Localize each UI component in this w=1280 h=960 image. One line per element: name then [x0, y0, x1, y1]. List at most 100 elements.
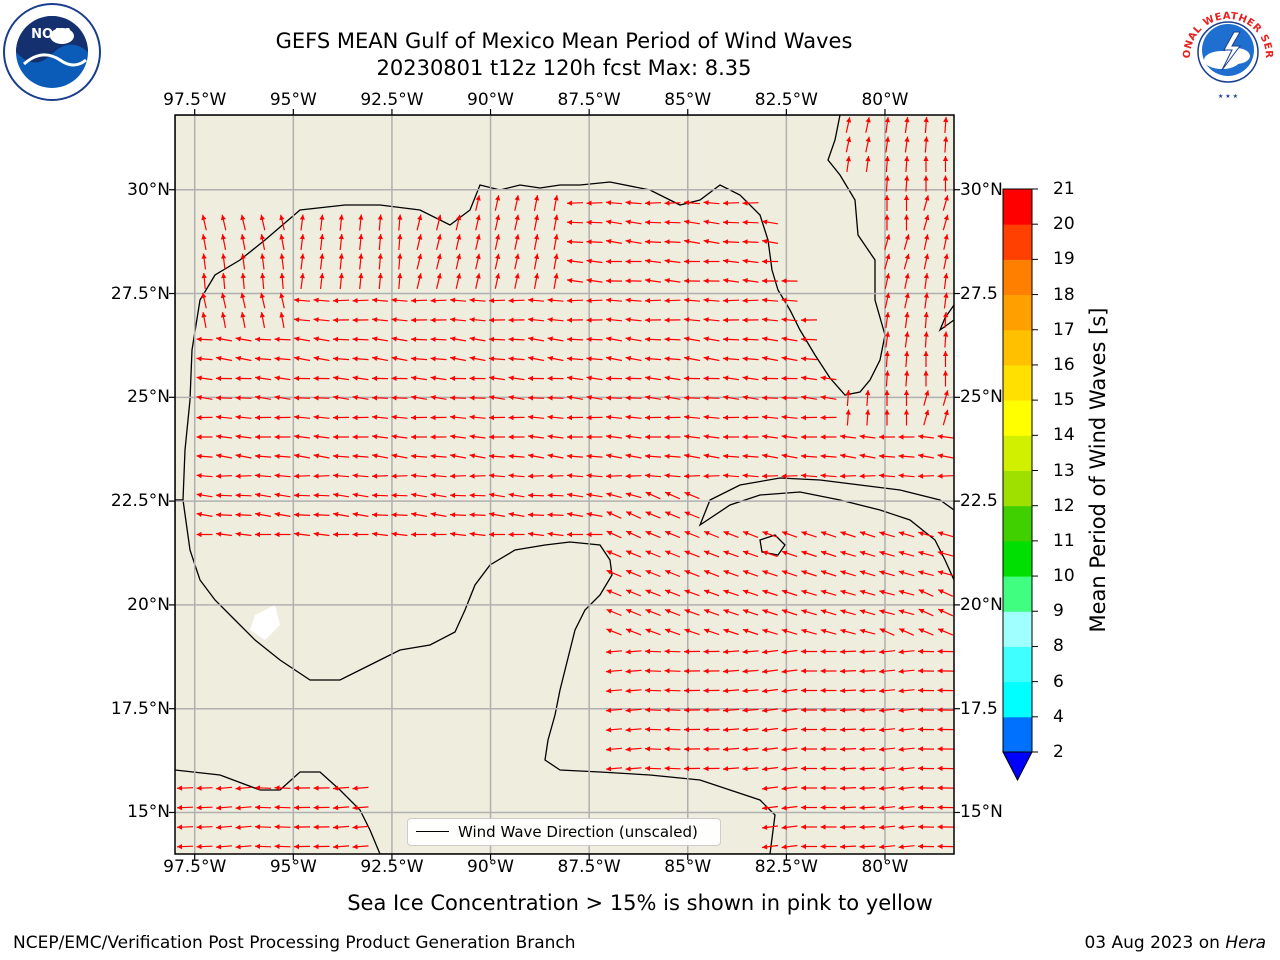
- wind-wave-arrow-head: [859, 453, 866, 459]
- wind-wave-arrow-head: [430, 298, 436, 304]
- wind-wave-arrow-head: [904, 312, 910, 318]
- wind-wave-arrow-head: [430, 336, 436, 342]
- wind-wave-arrow-head: [781, 824, 787, 830]
- wind-wave-arrow-head: [820, 824, 826, 830]
- wind-wave-arrow-head: [645, 746, 651, 752]
- wind-wave-arrow-head: [201, 292, 207, 299]
- wind-wave-arrow-head: [923, 136, 929, 142]
- wind-wave-arrow-head: [235, 824, 241, 830]
- wind-wave-arrow-head: [411, 531, 416, 538]
- wind-wave-arrow-head: [937, 550, 944, 556]
- wind-wave-arrow-head: [684, 550, 691, 556]
- wind-wave-arrow-head: [840, 668, 846, 674]
- wind-wave-arrow-head: [684, 219, 690, 225]
- wind-wave-arrow-head: [358, 253, 364, 259]
- wind-wave-arrow-head: [781, 628, 788, 634]
- wind-wave-arrow-head: [299, 253, 305, 259]
- wind-wave-arrow-head: [534, 214, 540, 221]
- wind-wave-arrow-head: [879, 707, 885, 713]
- wind-wave-arrow-head: [840, 805, 846, 811]
- wind-wave-arrow-head: [372, 375, 377, 381]
- wind-wave-arrow-head: [781, 336, 787, 342]
- wind-wave-arrow-head: [417, 234, 423, 240]
- wind-wave-arrow-head: [904, 234, 910, 240]
- wind-wave-arrow-head: [762, 297, 768, 303]
- wind-wave-arrow-head: [904, 273, 910, 279]
- wind-wave-arrow-head: [216, 824, 222, 830]
- wind-wave-arrow-head: [294, 297, 300, 303]
- wind-wave-arrow-head: [294, 375, 299, 381]
- wind-wave-arrow-head: [937, 804, 943, 810]
- wind-wave-arrow-head: [762, 550, 768, 556]
- wind-wave-arrow-head: [704, 550, 710, 556]
- wind-wave-arrow-head: [801, 785, 806, 791]
- wind-wave-arrow-head: [781, 375, 787, 381]
- wind-wave-arrow-head: [762, 375, 767, 381]
- wind-wave-arrow-head: [547, 375, 553, 381]
- wind-wave-arrow-head: [255, 804, 261, 810]
- wind-wave-arrow-head: [372, 512, 378, 518]
- wind-wave-arrow-head: [918, 746, 923, 752]
- wind-wave-arrow-head: [859, 688, 865, 694]
- colorbar-tick-label: 8: [1053, 636, 1064, 657]
- wind-wave-arrow-head: [846, 117, 852, 123]
- wind-wave-arrow-head: [255, 434, 260, 440]
- wind-wave-arrow-head: [859, 570, 866, 576]
- wind-wave-arrow-head: [903, 214, 910, 220]
- wind-wave-arrow-head: [723, 473, 729, 479]
- wind-wave-arrow-head: [528, 355, 534, 361]
- wind-wave-arrow-head: [865, 156, 871, 162]
- wind-wave-arrow-head: [918, 804, 923, 810]
- bottom-lon-label: 80°W: [861, 857, 909, 877]
- wind-wave-arrow-head: [430, 317, 436, 323]
- wind-wave-arrow-head: [547, 317, 553, 323]
- wind-wave-arrow-head: [553, 214, 559, 221]
- wind-wave-arrow-head: [333, 453, 339, 459]
- wind-wave-arrow-head: [742, 336, 748, 342]
- wind-wave-arrow-head: [333, 356, 339, 362]
- wind-wave-arrow-head: [528, 414, 534, 420]
- wind-wave-arrow-head: [723, 707, 729, 713]
- wind-wave-arrow-head: [923, 351, 929, 356]
- wind-wave-arrow-head: [859, 785, 865, 791]
- wind-wave-arrow-head: [781, 668, 787, 674]
- wind-wave-arrow-head: [865, 136, 871, 143]
- wind-wave-arrow-head: [469, 355, 476, 361]
- wind-wave-arrow-head: [196, 805, 202, 811]
- wind-wave-arrow-head: [845, 390, 851, 396]
- wind-wave-arrow-head: [495, 253, 501, 260]
- wind-wave-arrow-head: [743, 531, 749, 536]
- wind-wave-arrow-head: [528, 453, 534, 459]
- wind-wave-arrow-head: [742, 317, 748, 323]
- wind-wave-arrow-head: [762, 453, 768, 459]
- wind-wave-arrow-head: [742, 746, 748, 752]
- wind-wave-arrow-head: [742, 727, 748, 733]
- wind-wave-arrow-head: [943, 253, 949, 260]
- wind-wave-arrow-head: [820, 609, 827, 615]
- wind-wave-arrow-head: [489, 473, 495, 479]
- wind-wave-arrow-head: [606, 589, 613, 595]
- wind-wave-arrows: [176, 116, 954, 850]
- wind-wave-arrow-head: [859, 609, 866, 615]
- wind-wave-arrow-head: [372, 355, 378, 361]
- wind-wave-arrow-head: [645, 511, 652, 517]
- wind-wave-arrow-head: [606, 278, 611, 284]
- wind-wave-arrow-head: [898, 824, 904, 830]
- wind-wave-arrow-head: [801, 843, 806, 850]
- wind-wave-arrow-head: [684, 766, 689, 772]
- wind-wave-arrow-head: [645, 707, 651, 713]
- wind-wave-arrow-head: [885, 234, 891, 240]
- wind-wave-arrow-head: [625, 258, 631, 265]
- wind-wave-arrow-head: [942, 156, 949, 161]
- wind-wave-arrow-head: [781, 805, 787, 811]
- wind-wave-arrow-head: [547, 395, 553, 401]
- wind-wave-arrow-head: [943, 195, 949, 201]
- wind-wave-arrow-head: [703, 200, 709, 206]
- wind-wave-arrow-head: [372, 453, 378, 459]
- wind-wave-arrow-head: [391, 414, 397, 420]
- wind-wave-arrow-head: [898, 688, 904, 694]
- wind-wave-arrow-head: [528, 531, 534, 537]
- wind-wave-arrow-head: [820, 531, 827, 536]
- wind-wave-arrow-head: [606, 628, 613, 634]
- wind-wave-arrow-head: [352, 805, 358, 811]
